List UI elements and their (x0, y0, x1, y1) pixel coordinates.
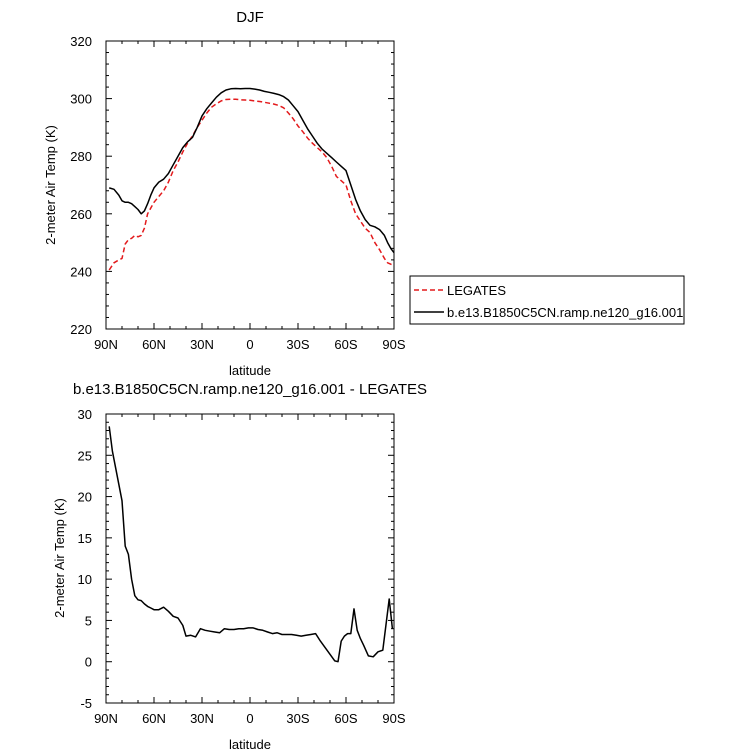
y-tick-label: 5 (85, 613, 92, 628)
y-tick-label: 20 (78, 490, 92, 505)
x-tick-label: 60N (142, 711, 166, 726)
y-tick-label: 280 (70, 149, 92, 164)
x-tick-label: 30N (190, 337, 214, 352)
bottom-series-group (108, 426, 394, 663)
legend: LEGATES b.e13.B1850C5CN.ramp.ne120_g16.0… (409, 275, 685, 325)
y-axis-label: 2-meter Air Temp (K) (43, 125, 58, 245)
top-series-line-b-e13-b1850c5cn-ramp-ne120-g16-001 (108, 87, 395, 254)
top-series-line-legates (108, 98, 395, 271)
bottom-plot-frame (105, 413, 395, 704)
legend-label-model: b.e13.B1850C5CN.ramp.ne120_g16.001 (447, 305, 683, 320)
x-axis-label: latitude (229, 737, 271, 752)
y-tick-label: 240 (70, 264, 92, 279)
y-axis-label: 2-meter Air Temp (K) (52, 498, 67, 618)
y-tick-label: 260 (70, 207, 92, 222)
chart-title: b.e13.B1850C5CN.ramp.ne120_g16.001 - LEG… (73, 381, 427, 398)
y-tick-label: 220 (70, 322, 92, 337)
chart-title: DJF (236, 9, 264, 26)
x-tick-label: 0 (246, 711, 253, 726)
top-ticks: 90N 60N 30N 0 30S 60S 90S 220 240 260 280 300 320 (70, 34, 406, 352)
legend-label-legates: LEGATES (447, 283, 506, 298)
y-tick-label: 320 (70, 34, 92, 49)
y-tick-label: 25 (78, 448, 92, 463)
y-tick-label: 30 (78, 407, 92, 422)
bottom-ticks: 90N 60N 30N 0 30S 60S 90S -5 0 5 10 15 20 25 30 (78, 407, 406, 726)
bottom-series-line-difference (108, 426, 394, 663)
x-tick-label: 60S (334, 337, 357, 352)
y-tick-label: -5 (80, 696, 92, 711)
x-tick-label: 90S (382, 711, 405, 726)
x-tick-label: 60S (334, 711, 357, 726)
legend-box (409, 275, 685, 325)
x-tick-label: 90S (382, 337, 405, 352)
x-tick-label: 30S (286, 337, 309, 352)
x-tick-label: 0 (246, 337, 253, 352)
y-tick-label: 0 (85, 655, 92, 670)
y-tick-label: 15 (78, 531, 92, 546)
x-tick-label: 30S (286, 711, 309, 726)
x-tick-label: 90N (94, 337, 118, 352)
top-series-group (108, 87, 395, 271)
y-tick-label: 300 (70, 92, 92, 107)
x-tick-label: 90N (94, 711, 118, 726)
x-tick-label: 60N (142, 337, 166, 352)
x-axis-label: latitude (229, 363, 271, 378)
y-tick-label: 10 (78, 572, 92, 587)
x-tick-label: 30N (190, 711, 214, 726)
bottom-chart: b.e13.B1850C5CN.ramp.ne120_g16.001 - LEG… (52, 381, 427, 752)
top-chart: DJF 90N 60N 30N 0 30S 60S 90S 220 240 260 280 300 32… (43, 9, 406, 378)
